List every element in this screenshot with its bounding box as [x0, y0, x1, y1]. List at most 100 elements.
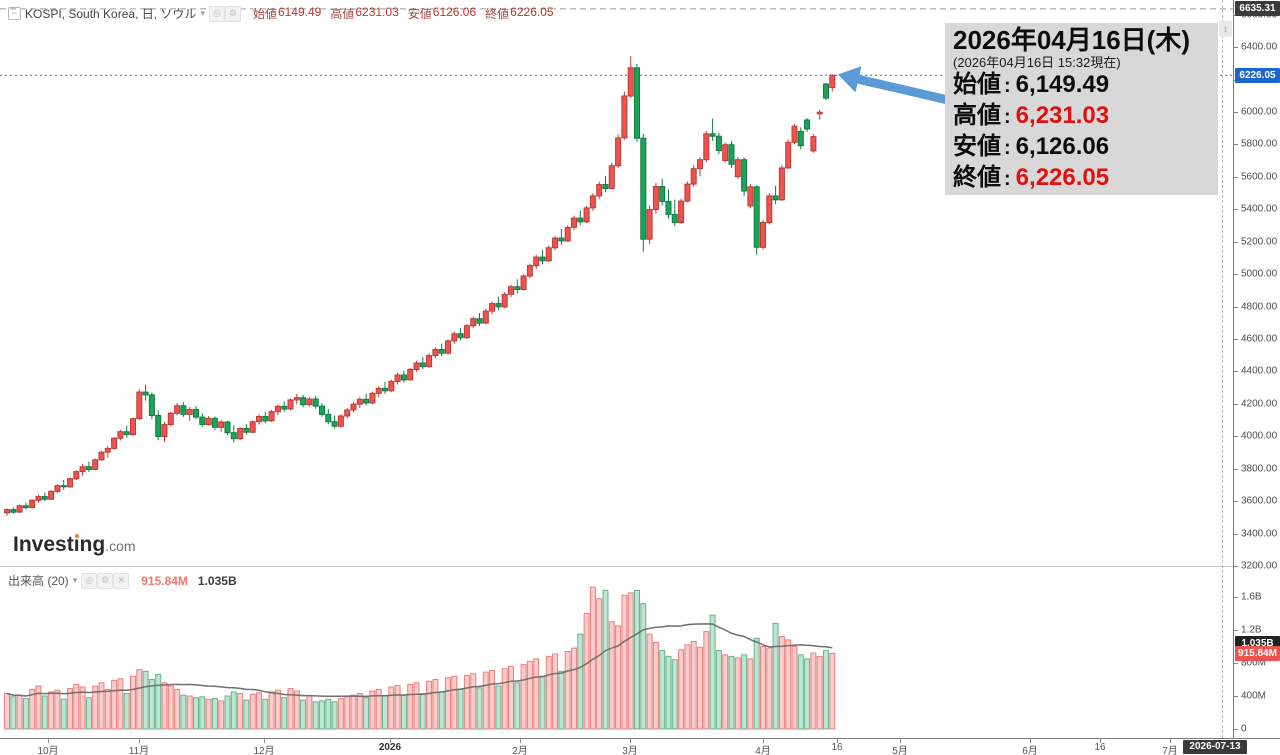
legend-ohlc-pair: 安値 6126.06 [408, 5, 476, 22]
annotation-row-label: 安値 [953, 133, 1001, 160]
ohlc-label: 安値 [407, 7, 432, 21]
volume-indicator-title[interactable]: 出来高 (20) [8, 574, 69, 588]
axis-tick [1234, 339, 1238, 340]
time-axis-tick [390, 739, 391, 743]
axis-tick [1234, 241, 1238, 243]
price-axis-label: 5800.00 [1241, 138, 1278, 150]
volume-current-value: 915.84M [141, 573, 188, 588]
ohlc-value: 6226.05 [510, 5, 554, 19]
time-axis-tick [48, 739, 49, 743]
logo-text-2: ng [79, 533, 106, 556]
time-axis-label: 6月 [1022, 746, 1038, 755]
axis-tick [1234, 371, 1238, 373]
time-axis-label: 2026 [378, 742, 402, 753]
time-axis[interactable]: 10月 11月 12月 2026 2月 3月 4月 16 5月 6月 16 7月 2026-07-13 [0, 738, 1280, 755]
legend-icon-group: ◎ ⚙ [208, 5, 241, 22]
axis-tick [1234, 306, 1238, 308]
axis-tick [1234, 176, 1238, 178]
time-axis-label: 16 [831, 742, 843, 753]
price-axis[interactable]: 6600.006400.006200.006000.005800.005600.… [1233, 0, 1280, 738]
price-axis-label: 4600.00 [1241, 333, 1278, 345]
axis-tick [1234, 274, 1238, 276]
time-axis-tick [520, 739, 521, 743]
annotation-row-label: 始値 [953, 71, 1001, 98]
price-axis-label: 3200.00 [1241, 560, 1278, 572]
axis-tick [1234, 403, 1238, 405]
visibility-icon[interactable]: ◎ [81, 572, 98, 589]
axis-tick [1234, 501, 1238, 503]
time-axis-label: 12月 [253, 746, 275, 755]
logo-text: Invest [13, 533, 74, 556]
volume-chart[interactable] [0, 567, 1233, 738]
annotation-row: 終値:6,226.05 [953, 163, 1210, 194]
annotation-timestamp: (2026年04月16日 15:32現在) [953, 55, 1121, 70]
ohlc-value: 6126.06 [432, 5, 477, 19]
settings-icon[interactable]: ⚙ [224, 5, 241, 22]
time-axis-tick [264, 739, 265, 743]
ohlc-value: 6231.03 [355, 5, 399, 19]
settings-icon[interactable]: ⚙ [97, 572, 114, 589]
candlestick-chart[interactable] [0, 0, 1233, 566]
time-axis-label: 7月 [1162, 746, 1178, 755]
volume-axis-label: 0 [1241, 723, 1247, 735]
volume-axis-label: 1.6B [1241, 591, 1262, 603]
annotation-row-label: 高値 [953, 102, 1001, 129]
annotation-date-title: 2026年04月16日(木) [953, 25, 1190, 55]
axis-tick [1234, 436, 1238, 438]
price-axis-label: 4000.00 [1241, 430, 1278, 442]
axis-tick [1234, 729, 1238, 730]
annotation-row-colon: : [1004, 75, 1011, 97]
annotation-row-colon: : [1004, 168, 1011, 190]
price-axis-label: 6000.00 [1241, 106, 1278, 118]
axis-tick [1234, 597, 1238, 598]
price-axis-label: 5600.00 [1241, 171, 1278, 183]
price-axis-label: 4200.00 [1241, 398, 1278, 410]
axis-tick [1234, 47, 1238, 48]
pane-separator[interactable] [0, 566, 1280, 567]
ohlc-label: 終値 [485, 7, 510, 21]
price-axis-label: 3800.00 [1241, 463, 1278, 475]
time-axis-tick [763, 739, 764, 743]
collapse-icon[interactable]: − [8, 7, 21, 20]
annotation-row-colon: : [1004, 137, 1011, 159]
volume-current-badge: 915.84M [1235, 645, 1280, 661]
axis-tick [1234, 696, 1238, 697]
price-axis-label: 3400.00 [1241, 528, 1278, 540]
annotation-row-value: 6,226.05 [1015, 164, 1110, 191]
logo-tld: .com [105, 538, 136, 554]
crosshair-date-badge: 2026-07-13 [1183, 740, 1247, 754]
price-axis-label: 5000.00 [1241, 268, 1278, 280]
time-axis-tick [1170, 739, 1171, 743]
legend-ohlc-pair: 始値 6149.49 [253, 5, 321, 22]
legend-ohlc-pair: 高値 6231.03 [330, 5, 398, 22]
close-icon[interactable]: ✕ [113, 572, 130, 589]
volume-pane[interactable]: 出来高 (20) ▾ ◎ ⚙ ✕ 915.84M 1.035B [0, 567, 1233, 738]
time-axis-tick [139, 739, 140, 743]
time-axis-label: 10月 [37, 746, 59, 755]
annotation-row-label: 終値 [953, 164, 1001, 191]
axis-tick [1234, 111, 1238, 113]
time-axis-tick [630, 739, 631, 743]
volume-legend-icon-group: ◎ ⚙ ✕ [81, 572, 130, 589]
axis-tick [1234, 533, 1238, 535]
visibility-icon[interactable]: ◎ [208, 5, 225, 22]
ohlc-annotation-box: 2026年04月16日(木) (2026年04月16日 15:32現在) 始値:… [945, 23, 1218, 195]
symbol-title[interactable]: KOSPI, South Korea, 日, ソウル [25, 7, 197, 21]
price-pane[interactable]: − KOSPI, South Korea, 日, ソウル ▾ ◎ ⚙ 始値 6149… [0, 0, 1233, 566]
axis-tick [1234, 468, 1238, 470]
investing-logo: Investı ng.com [13, 533, 136, 557]
annotation-row-value: 6,149.49 [1015, 71, 1110, 98]
volume-ma-line [6, 623, 833, 698]
chevron-down-icon[interactable]: ▾ [72, 575, 78, 585]
ohlc-value: 6149.49 [277, 5, 322, 19]
axis-tick [1234, 209, 1238, 211]
volume-axis-label: 800M [1241, 657, 1267, 669]
price-axis-label: 4800.00 [1241, 301, 1278, 312]
chevron-down-icon[interactable]: ▾ [200, 8, 205, 18]
reset-scale-button[interactable]: ↕ [1219, 21, 1232, 37]
ohlc-label: 高値 [330, 7, 355, 21]
annotation-row-value: 6,231.03 [1015, 102, 1110, 129]
price-axis-label: 6400.00 [1241, 41, 1278, 53]
time-axis-label: 4月 [755, 746, 771, 755]
